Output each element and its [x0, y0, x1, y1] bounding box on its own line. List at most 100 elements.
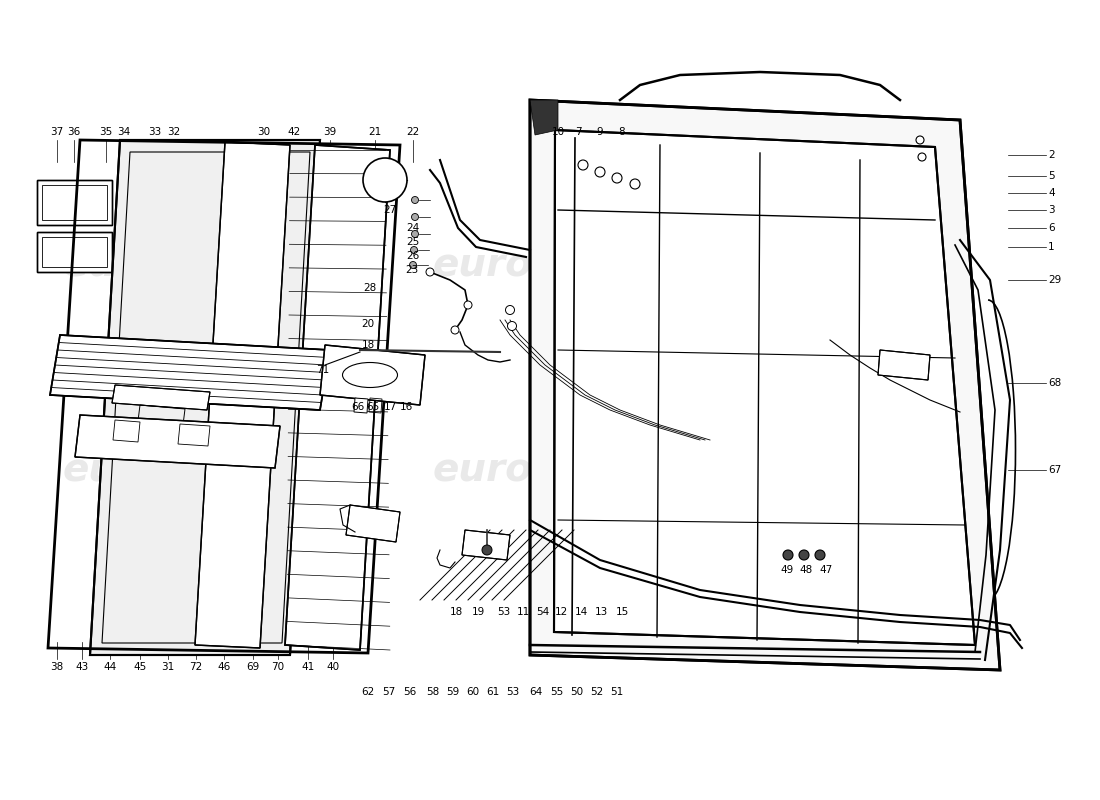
Polygon shape [554, 130, 975, 645]
Text: 50: 50 [571, 687, 584, 697]
Polygon shape [530, 100, 1000, 670]
Circle shape [916, 136, 924, 144]
Text: 24: 24 [406, 223, 419, 233]
Text: 18: 18 [362, 340, 375, 350]
Ellipse shape [342, 362, 397, 387]
Text: 8: 8 [618, 127, 625, 137]
Text: 7: 7 [574, 127, 581, 137]
Text: 27: 27 [384, 205, 397, 215]
Text: 42: 42 [287, 127, 300, 137]
Text: 1: 1 [1048, 242, 1055, 252]
Text: 52: 52 [591, 687, 604, 697]
Text: 5: 5 [1048, 171, 1055, 181]
Polygon shape [90, 140, 320, 655]
Text: eurospares: eurospares [62, 451, 308, 489]
Text: 9: 9 [596, 127, 603, 137]
Text: 44: 44 [103, 662, 117, 672]
Circle shape [451, 326, 459, 334]
Polygon shape [320, 345, 425, 405]
Text: 46: 46 [218, 662, 231, 672]
Text: eurospares: eurospares [432, 246, 678, 284]
Text: 69: 69 [246, 662, 260, 672]
Text: 59: 59 [447, 687, 460, 697]
Circle shape [595, 167, 605, 177]
Text: 26: 26 [406, 251, 419, 261]
Text: 23: 23 [406, 265, 419, 275]
Text: 3: 3 [1048, 205, 1055, 215]
Text: 43: 43 [76, 662, 89, 672]
Circle shape [411, 214, 418, 221]
Text: 53: 53 [497, 607, 510, 617]
Circle shape [612, 173, 621, 183]
Text: 38: 38 [51, 662, 64, 672]
Circle shape [363, 158, 407, 202]
Text: 32: 32 [167, 127, 180, 137]
Circle shape [799, 550, 808, 560]
Polygon shape [530, 100, 558, 135]
Text: 12: 12 [554, 607, 568, 617]
Text: 21: 21 [368, 127, 382, 137]
Text: 54: 54 [537, 607, 550, 617]
Circle shape [918, 153, 926, 161]
Text: 57: 57 [383, 687, 396, 697]
Text: 51: 51 [610, 687, 624, 697]
Polygon shape [354, 398, 368, 413]
Circle shape [426, 268, 434, 276]
Text: 56: 56 [404, 687, 417, 697]
Text: 22: 22 [406, 127, 419, 137]
Text: 49: 49 [780, 565, 793, 575]
Polygon shape [878, 350, 930, 380]
Text: 17: 17 [384, 402, 397, 412]
Text: 25: 25 [406, 237, 419, 247]
Circle shape [578, 160, 588, 170]
Text: eurospares: eurospares [62, 246, 308, 284]
Text: 35: 35 [99, 127, 112, 137]
Polygon shape [112, 385, 210, 410]
Polygon shape [285, 145, 390, 650]
Text: 70: 70 [272, 662, 285, 672]
Circle shape [507, 322, 517, 330]
Text: 41: 41 [301, 662, 315, 672]
Text: 36: 36 [67, 127, 80, 137]
Text: 4: 4 [1048, 188, 1055, 198]
Text: 62: 62 [362, 687, 375, 697]
Text: 10: 10 [551, 127, 564, 137]
Polygon shape [37, 232, 112, 272]
Text: 30: 30 [257, 127, 271, 137]
Polygon shape [462, 530, 510, 560]
Circle shape [630, 179, 640, 189]
Circle shape [464, 301, 472, 309]
Circle shape [410, 246, 418, 254]
Text: 39: 39 [323, 127, 337, 137]
Text: 47: 47 [820, 565, 833, 575]
Text: 66: 66 [351, 402, 364, 412]
Text: 19: 19 [472, 607, 485, 617]
Circle shape [411, 230, 418, 238]
Text: 16: 16 [399, 402, 412, 412]
Text: 53: 53 [506, 687, 519, 697]
Text: 67: 67 [1048, 465, 1062, 475]
Polygon shape [37, 180, 112, 225]
Circle shape [411, 197, 418, 203]
Text: 11: 11 [516, 607, 529, 617]
Text: 34: 34 [118, 127, 131, 137]
Polygon shape [195, 142, 290, 648]
Text: 29: 29 [1048, 275, 1062, 285]
Polygon shape [50, 335, 330, 410]
Text: 58: 58 [427, 687, 440, 697]
Text: 13: 13 [594, 607, 607, 617]
Text: 31: 31 [162, 662, 175, 672]
Circle shape [506, 306, 515, 314]
Text: 64: 64 [529, 687, 542, 697]
Text: 55: 55 [550, 687, 563, 697]
Text: 2: 2 [1048, 150, 1055, 160]
Text: 60: 60 [466, 687, 480, 697]
Text: 40: 40 [327, 662, 340, 672]
Text: 28: 28 [363, 283, 376, 293]
Circle shape [815, 550, 825, 560]
Circle shape [783, 550, 793, 560]
Text: 72: 72 [189, 662, 202, 672]
Text: eurospares: eurospares [432, 451, 678, 489]
Circle shape [482, 545, 492, 555]
Text: 68: 68 [1048, 378, 1062, 388]
